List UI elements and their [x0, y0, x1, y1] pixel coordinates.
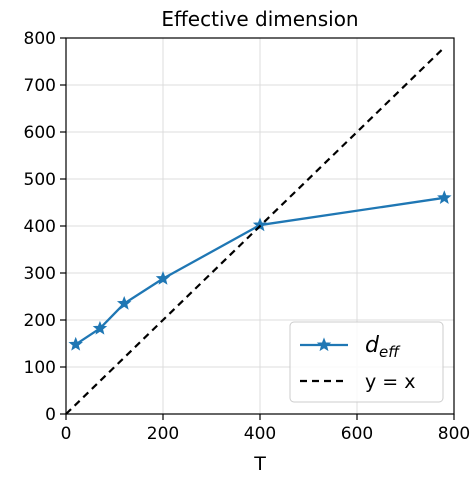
x-tick-label: 0	[61, 424, 72, 444]
x-tick-label: 200	[147, 424, 179, 444]
chart-title: Effective dimension	[161, 7, 358, 31]
y-tick-label: 200	[24, 311, 56, 331]
legend-marker	[316, 337, 332, 352]
y-tick-label: 100	[24, 358, 56, 378]
x-tick-label: 600	[341, 424, 373, 444]
data-point	[92, 320, 108, 335]
y-tick-label: 500	[24, 170, 56, 190]
y-tick-label: 700	[24, 76, 56, 96]
legend-label: y = x	[365, 371, 416, 393]
data-point	[252, 217, 268, 232]
y-tick-label: 400	[24, 217, 56, 237]
y-tick-label: 0	[45, 405, 56, 425]
x-tick-label: 800	[438, 424, 470, 444]
x-axis-title: T	[253, 453, 266, 474]
x-tick-label: 400	[244, 424, 276, 444]
series-line-d-eff	[75, 196, 445, 346]
legend: deff y = x	[289, 321, 444, 403]
data-point	[116, 295, 132, 310]
ticks: 0 200 400 600 800 0 100 200 300 400 500 600 700 800	[24, 29, 471, 444]
y-tick-label: 300	[24, 264, 56, 284]
data-point	[68, 336, 83, 351]
legend-label: deff	[365, 333, 401, 361]
data-point	[437, 190, 452, 204]
series-line-y-x	[65, 46, 446, 415]
series-layer	[65, 46, 452, 415]
y-tick-label: 800	[24, 29, 56, 49]
data-point	[155, 271, 171, 285]
y-tick-label: 600	[24, 123, 56, 143]
